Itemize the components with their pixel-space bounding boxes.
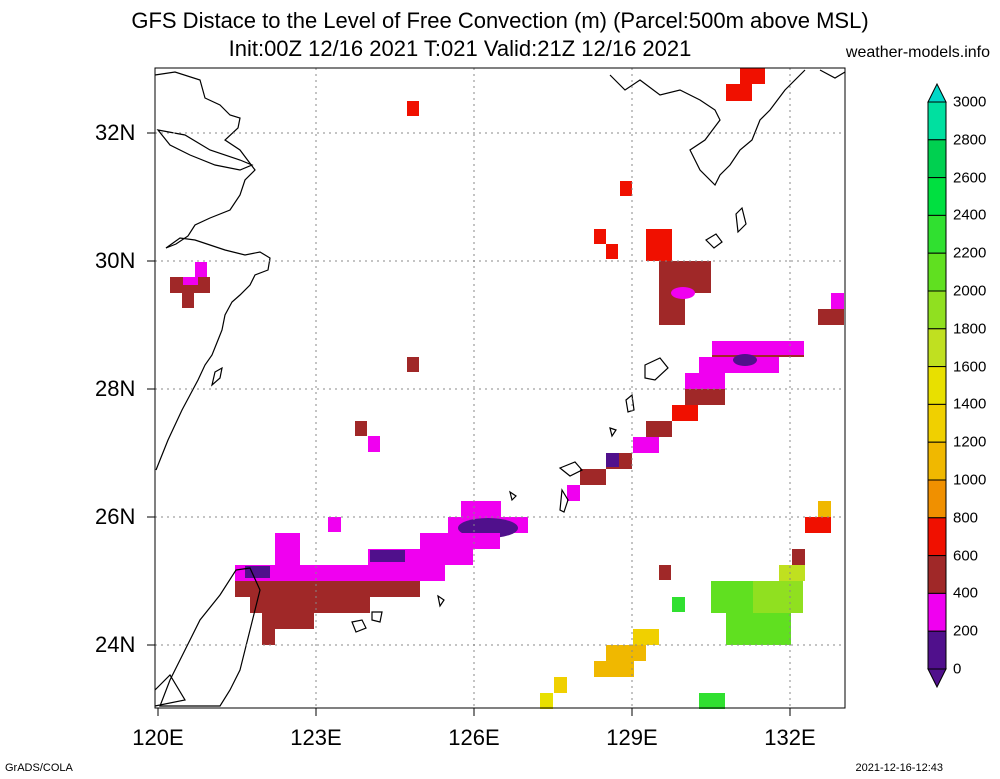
tick-marks — [147, 132, 791, 716]
colorbar-label: 200 — [953, 622, 979, 640]
y-tick-label: 28N — [95, 376, 136, 401]
colorbar-label: 600 — [953, 547, 979, 565]
coastlines — [154, 69, 846, 707]
colorbar-segment — [927, 139, 947, 179]
x-tick-label: 123E — [290, 725, 342, 750]
colorbar-label: 400 — [953, 584, 979, 602]
title-line-1: GFS Distace to the Level of Free Convect… — [131, 8, 869, 33]
colorbar-label: 2000 — [953, 282, 987, 300]
colorbar-label: 2600 — [953, 169, 987, 187]
footer-credit: GrADS/COLA — [5, 762, 73, 774]
colorbar-segment — [927, 177, 947, 216]
site-credit: weather-models.info — [845, 44, 990, 61]
colorbar-segment — [927, 214, 947, 254]
colorbar-label: 3000 — [953, 93, 987, 111]
x-tick-label: 132E — [764, 725, 816, 750]
y-tick-label: 30N — [95, 248, 136, 273]
y-tick-label: 26N — [95, 504, 136, 529]
title-line-2: Init:00Z 12/16 2021 T:021 Valid:21Z 12/1… — [228, 36, 692, 61]
colorbar-top-arrow — [927, 82, 947, 103]
colorbar-segment — [927, 403, 947, 443]
colorbar-bottom-arrow — [927, 668, 947, 689]
colorbar-segment — [927, 555, 947, 594]
y-tick-label: 24N — [95, 632, 136, 657]
map-frame — [154, 67, 846, 709]
field-layer — [170, 68, 844, 709]
colorbar-label: 1800 — [953, 320, 987, 338]
colorbar-segment — [927, 252, 947, 292]
colorbar — [927, 82, 947, 689]
colorbar-label: 1400 — [953, 395, 987, 413]
colorbar-segment — [927, 479, 947, 519]
colorbar-segment — [927, 630, 947, 670]
colorbar-label: 1600 — [953, 358, 987, 376]
y-tick-label: 32N — [95, 120, 136, 145]
colorbar-label: 1000 — [953, 471, 987, 489]
colorbar-segment — [927, 441, 947, 481]
colorbar-label: 0 — [953, 660, 962, 678]
colorbar-segment — [927, 328, 947, 368]
colorbar-segment — [927, 101, 947, 141]
x-tick-label: 126E — [448, 725, 500, 750]
colorbar-label: 2400 — [953, 206, 987, 224]
gridlines — [155, 68, 845, 708]
colorbar-segment — [927, 290, 947, 330]
x-tick-label: 129E — [606, 725, 658, 750]
colorbar-label: 800 — [953, 509, 979, 527]
colorbar-label: 1200 — [953, 433, 987, 451]
colorbar-label: 2200 — [953, 244, 987, 262]
colorbar-segment — [927, 366, 947, 405]
colorbar-segment — [927, 517, 947, 557]
colorbar-segment — [927, 592, 947, 632]
footer-timestamp: 2021-12-16-12:43 — [855, 762, 943, 774]
colorbar-label: 2800 — [953, 131, 987, 149]
x-tick-label: 120E — [132, 725, 184, 750]
